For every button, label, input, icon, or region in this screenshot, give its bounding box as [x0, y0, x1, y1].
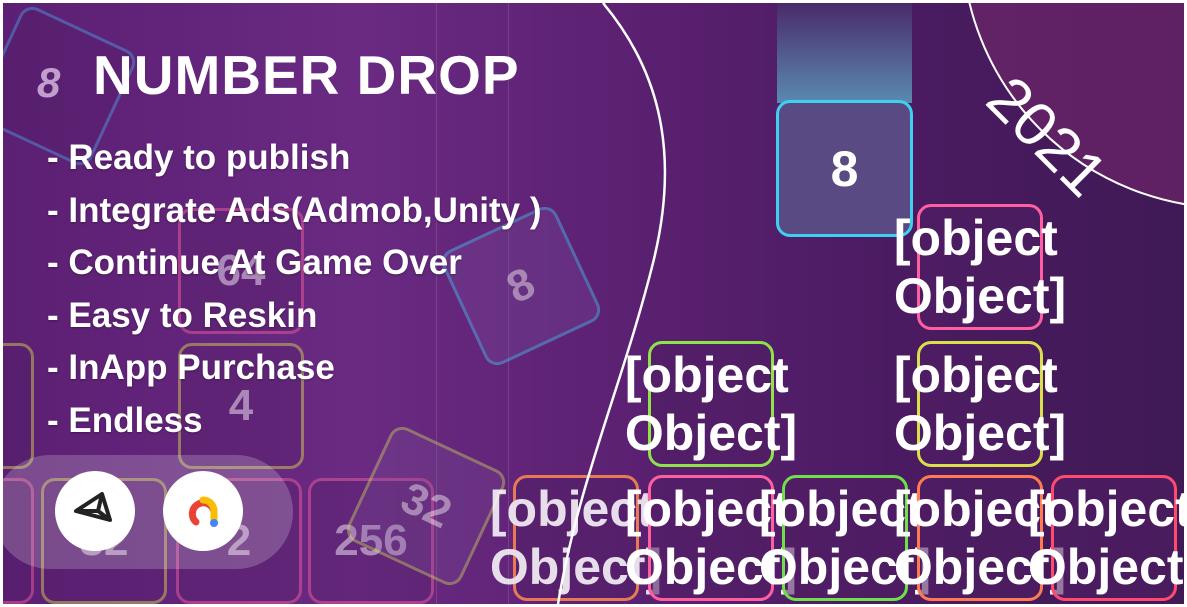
background-tile [3, 343, 34, 469]
game-tile: [object Object] [894, 475, 1066, 601]
game-tile: [object Object] [625, 341, 797, 467]
game-tile: [object Object] [894, 341, 1066, 467]
background-tile [3, 478, 34, 604]
admob-icon [163, 471, 243, 551]
feature-item: - InApp Purchase [47, 348, 335, 387]
feature-item: - Integrate Ads(Admob,Unity ) [47, 190, 542, 230]
game-banner: 64 4 32 2 256 32 8 [object Object] 2021 … [3, 3, 1184, 604]
feature-item: - Easy to Reskin [47, 295, 318, 335]
game-tile: [object Object] [759, 475, 931, 601]
decorative-curves [556, 3, 1184, 604]
game-tile: [object Object] [1028, 475, 1184, 601]
logo-digit: 8 [37, 59, 61, 106]
drop-lane-highlight [777, 3, 912, 103]
background-tile: 64 [178, 208, 304, 334]
column-divider [436, 3, 437, 604]
unity-icon [55, 471, 135, 551]
game-tile: [object Object] [894, 204, 1066, 330]
feature-list: - Ready to publish - Integrate Ads(Admob… [47, 137, 542, 452]
feature-item: - Ready to publish [47, 138, 351, 177]
column-divider [508, 3, 509, 604]
background-tile: 256 [308, 478, 434, 604]
game-tile: [object Object] [490, 475, 662, 601]
feature-item: - Continue At Game Over [47, 243, 462, 282]
game-title: NUMBER DROP [93, 44, 520, 106]
sdk-icons-panel [3, 455, 293, 569]
game-tile: [object Object] [625, 475, 797, 601]
feature-item: - Endless [47, 400, 203, 440]
falling-tile: 8 [776, 100, 913, 237]
background-tile: 4 [178, 343, 304, 469]
